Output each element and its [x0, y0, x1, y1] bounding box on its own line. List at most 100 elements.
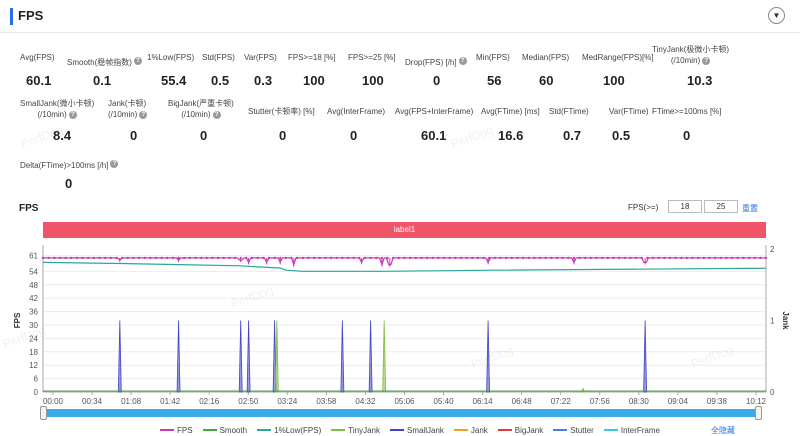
fps-point [211, 256, 214, 260]
fps-point [70, 256, 73, 260]
metric-value: 0 [683, 128, 691, 143]
watermark: PerfDog [448, 122, 496, 152]
x-tick-label: 01:42 [160, 397, 181, 406]
metric-label: TinyJank(极微小卡顿) [652, 45, 730, 54]
legend-item[interactable]: FPS [160, 426, 193, 435]
metric-label: Std(FPS) [202, 53, 235, 62]
fps-point [646, 256, 649, 260]
metric-card: Smooth(稳帧指数)? [67, 52, 142, 70]
legend-item[interactable]: Smooth [202, 425, 248, 435]
fps-point [273, 256, 276, 260]
metric-label: Stutter(卡顿率) [%] [248, 107, 315, 116]
help-icon[interactable]: ? [68, 110, 77, 119]
y-tick-label: 48 [29, 281, 38, 290]
fps-point [640, 256, 643, 260]
fps-point [567, 256, 570, 260]
metric-card: Var(FPS) [244, 52, 277, 63]
fps-point [75, 256, 79, 260]
x-tick-label: 07:56 [590, 397, 611, 406]
metric-value: 100 [303, 73, 325, 88]
fps-point [222, 256, 225, 260]
y-tick-label: 24 [29, 334, 38, 343]
fps-point [329, 256, 333, 260]
legend-swatch-icon [389, 429, 404, 431]
fps-point [199, 256, 203, 260]
metric-value: 60.1 [421, 128, 447, 143]
fps-point [290, 256, 293, 260]
metric-value: 0 [130, 128, 138, 143]
fps-point [544, 256, 547, 260]
scroll-handle-left[interactable] [40, 406, 47, 420]
threshold-low-input[interactable] [668, 200, 702, 213]
metric-label: Min(FPS) [476, 53, 510, 62]
label-band[interactable]: label1 [43, 222, 766, 238]
x-tick-label: 05:06 [394, 397, 415, 406]
fps-point [188, 256, 192, 260]
metric-value: 0 [279, 128, 287, 143]
fps-point [397, 256, 401, 260]
tinyjank-spike [382, 320, 387, 393]
fps-point [561, 256, 564, 260]
help-icon[interactable]: ? [139, 110, 148, 119]
y-tick-label: 0 [34, 388, 39, 397]
accent-bar [10, 8, 13, 25]
metric-label: Smooth(稳帧指数) [67, 58, 132, 67]
help-icon[interactable]: ? [702, 56, 711, 65]
metric-value: 0.5 [612, 128, 631, 143]
x-tick-label: 01:08 [121, 397, 142, 406]
smalljank-spike [117, 320, 122, 393]
help-icon[interactable]: ? [458, 56, 467, 65]
metric-card: Stutter(卡顿率) [%] [248, 106, 315, 117]
fps-point [736, 256, 739, 260]
fps-point [617, 256, 621, 260]
scroll-handle-right[interactable] [755, 406, 762, 420]
x-tick-label: 09:38 [707, 397, 728, 406]
x-tick-label: 00:34 [82, 397, 103, 406]
legend-swatch-icon [160, 429, 174, 431]
fps-point [386, 256, 389, 260]
legend-item[interactable]: Stutter [553, 426, 594, 435]
chevron-down-icon[interactable]: ▼ [768, 7, 785, 24]
metric-value: 100 [362, 73, 384, 88]
fps-point [425, 256, 429, 260]
help-icon[interactable]: ? [133, 56, 142, 65]
metric-value: 0 [350, 128, 358, 143]
fps-point [352, 256, 355, 260]
fps-point [53, 256, 56, 260]
chart-title: FPS [19, 203, 39, 214]
y2-axis-title: Jank [781, 311, 790, 330]
legend-swatch-icon [453, 429, 468, 431]
x-tick-label: 07:22 [551, 397, 572, 406]
fps-point [132, 256, 135, 260]
legend-label: Smooth [219, 425, 248, 435]
fps-point [589, 256, 593, 260]
fps-point [753, 256, 756, 260]
fps-point [256, 256, 259, 260]
fps-point [245, 256, 248, 260]
smalljank-spike [486, 320, 491, 393]
fps-point [759, 256, 762, 260]
legend-item[interactable]: Jank [453, 425, 488, 435]
legend-item[interactable]: SmallJank [389, 426, 444, 435]
fps-point [612, 256, 615, 260]
x-tick-label: 02:50 [238, 397, 259, 406]
legend-item[interactable]: 1%Low(FPS) [257, 426, 321, 435]
fps-point [527, 256, 530, 260]
metric-card: Drop(FPS) [/h]? [405, 52, 467, 70]
legend-item[interactable]: TinyJank [331, 426, 380, 435]
reset-button[interactable]: 重置 [742, 204, 758, 213]
fps-point [324, 256, 327, 260]
legend-item[interactable]: BigJank [497, 426, 543, 435]
hide-all-button[interactable]: 全隐藏 [711, 426, 735, 435]
time-scrollbar[interactable] [43, 409, 759, 417]
metric-value: 55.4 [161, 73, 187, 88]
fps-point [166, 256, 169, 260]
help-icon[interactable]: ? [212, 110, 221, 119]
fps-point [92, 256, 96, 260]
threshold-high-input[interactable] [704, 200, 738, 213]
legend-item[interactable]: InterFrame [603, 426, 660, 435]
help-icon[interactable]: ? [110, 159, 119, 168]
legend-label: Jank [470, 425, 488, 435]
metric-card: MedRange(FPS)[%] [582, 52, 654, 63]
